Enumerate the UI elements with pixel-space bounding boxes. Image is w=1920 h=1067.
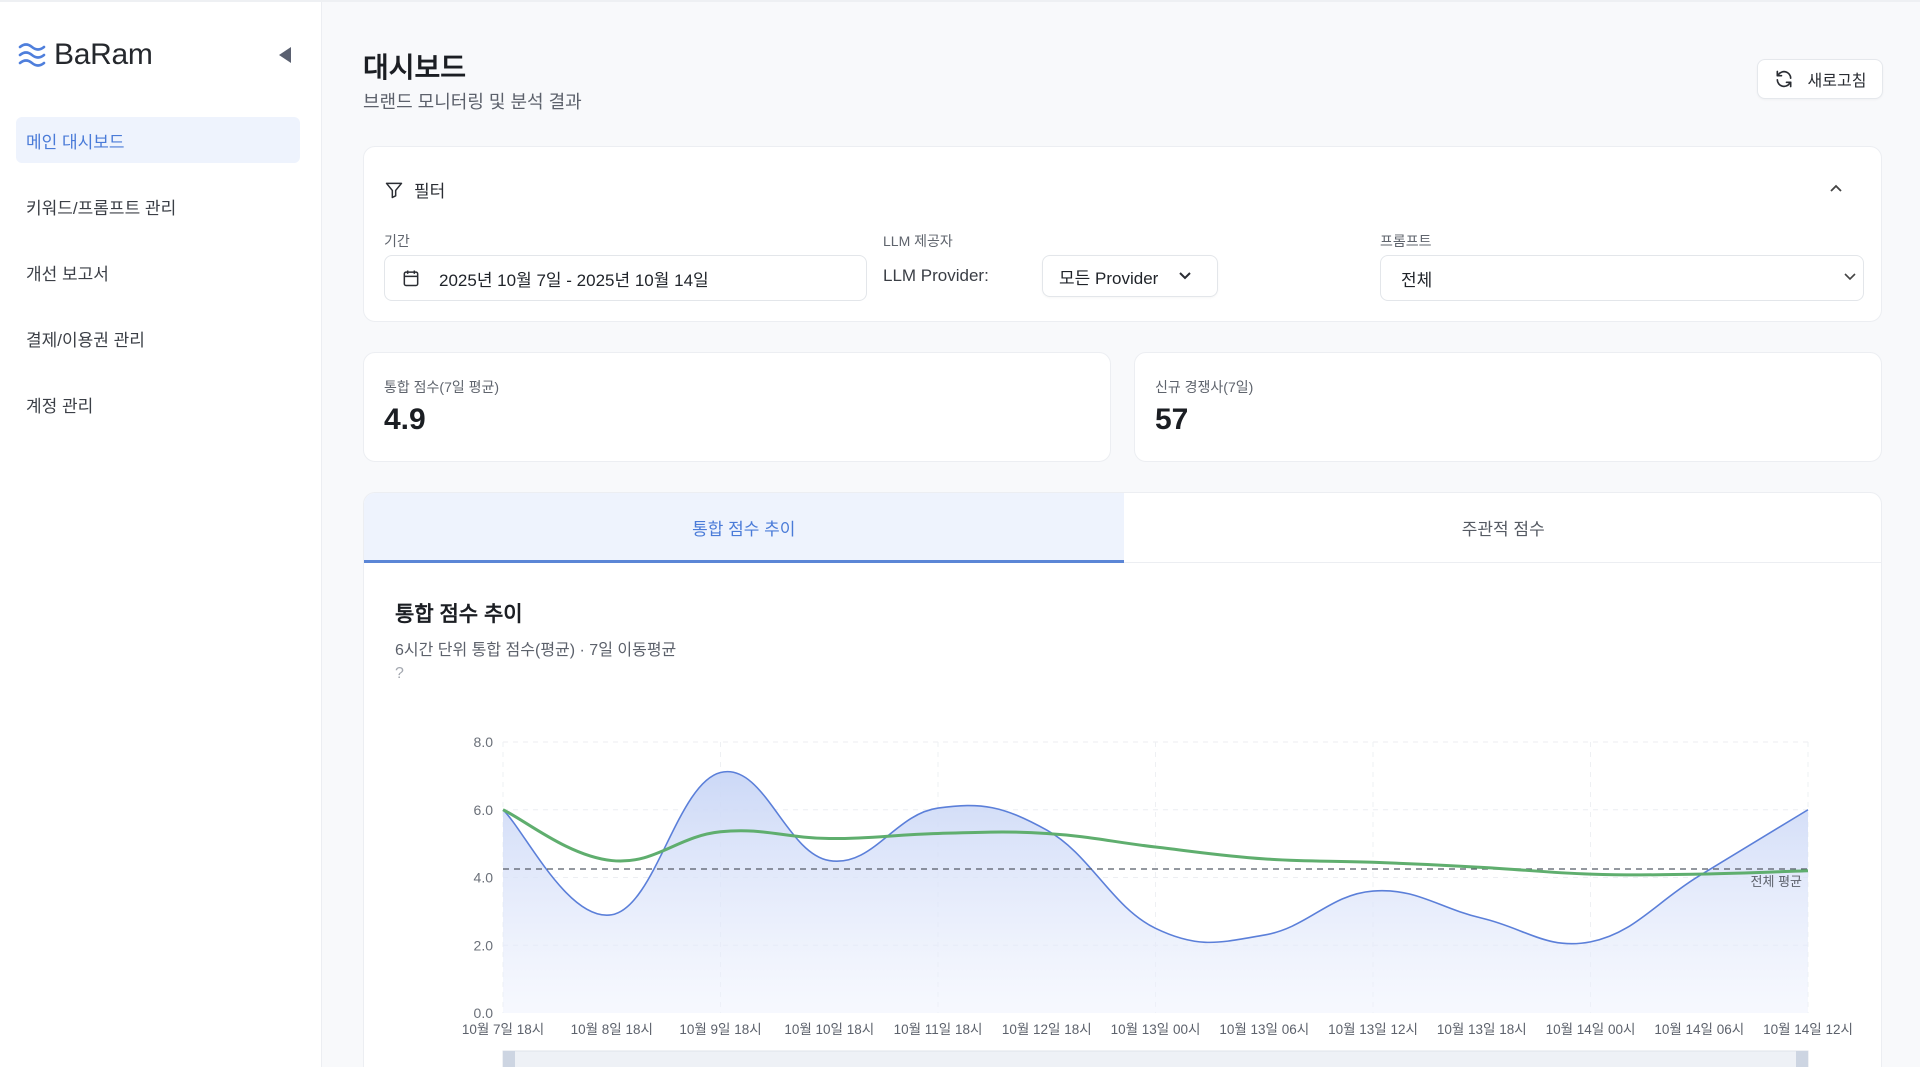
score-area [503, 771, 1808, 1013]
refresh-icon [1776, 70, 1792, 88]
llm-label: LLM 제공자 [883, 233, 953, 249]
chevron-down-icon [1179, 272, 1192, 280]
x-tick-label: 10월 13일 06시 [1219, 1022, 1309, 1037]
tab-label: 통합 점수 추이 [692, 520, 796, 539]
llm-provider-prefix: LLM Provider: [883, 266, 989, 285]
score-trend-chart[interactable]: 0.0 2.0 4.0 6.0 8.0 전체 평균 10월 7일 18시 10월 8일 18시… [364, 493, 1882, 1067]
chart-subtitle: 6시간 단위 통합 점수(평균) · 7일 이동평균 [395, 642, 677, 659]
score-line [502, 770, 1809, 945]
tab-total-score-trend[interactable]: 통합 점수 추이 [364, 493, 1124, 563]
slider-handle-right [1796, 1051, 1808, 1067]
date-range-picker[interactable]: 2025년 10월 7일 - 2025년 10월 14일 [384, 255, 867, 301]
sidebar-item-billing[interactable]: 결제/이용권 관리 [16, 315, 300, 361]
sidebar-item-account[interactable]: 계정 관리 [16, 381, 300, 427]
kpi-card-total-score: 통합 점수(7일 평균) 4.9 [363, 352, 1111, 462]
chart-tabs: 통합 점수 추이 주관적 점수 [364, 493, 1882, 563]
kpi-label: 신규 경쟁사(7일) [1155, 379, 1254, 395]
tab-label: 주관적 점수 [1461, 520, 1545, 539]
prompt-select[interactable]: 전체 [1380, 255, 1864, 301]
average-line-label: 전체 평균 [1751, 874, 1802, 889]
wave-logo-icon [18, 43, 46, 67]
chart-card: 통합 점수 추이 주관적 점수 통합 점수 추이 6시간 단위 통합 점수(평균… [363, 492, 1882, 1067]
prompt-label: 프롬프트 [1380, 233, 1432, 249]
logo[interactable]: BaRam [18, 38, 153, 72]
x-tick-label: 10월 14일 12시 [1763, 1022, 1853, 1037]
x-tick-label: 10월 11일 18시 [894, 1022, 983, 1037]
sidebar-item-label: 결제/이용권 관리 [26, 330, 145, 350]
kpi-value: 4.9 [384, 403, 426, 436]
tab-subjective-score[interactable]: 주관적 점수 [1124, 493, 1882, 562]
refresh-label: 새로고침 [1807, 73, 1867, 90]
sidebar: BaRam 메인 대시보드 키워드/프롬프트 관리 개선 보고서 결제/이용권 … [0, 2, 322, 1067]
y-tick-label: 0.0 [474, 1005, 494, 1021]
sidebar-item-reports[interactable]: 개선 보고서 [16, 249, 300, 295]
filter-header: 필터 [384, 177, 445, 202]
y-tick-label: 8.0 [474, 734, 494, 750]
llm-provider-value: 모든 Provider [1059, 268, 1159, 288]
x-tick-label: 10월 7일 18시 [462, 1022, 544, 1037]
refresh-button[interactable]: 새로고침 [1757, 59, 1883, 99]
y-tick-label: 4.0 [474, 870, 494, 886]
filter-title: 필터 [414, 182, 446, 201]
sidebar-item-label: 키워드/프롬프트 관리 [26, 198, 177, 218]
period-label: 기간 [384, 233, 410, 249]
kpi-value: 57 [1155, 403, 1189, 436]
kpi-card-new-competitors: 신규 경쟁사(7일) 57 [1134, 352, 1882, 462]
x-tick-label: 10월 12일 18시 [1002, 1022, 1092, 1037]
x-tick-label: 10월 8일 18시 [571, 1022, 653, 1037]
sidebar-nav: 메인 대시보드 키워드/프롬프트 관리 개선 보고서 결제/이용권 관리 계정 … [16, 117, 300, 447]
x-tick-label: 10월 13일 18시 [1437, 1022, 1527, 1037]
slider-handle-left [503, 1051, 515, 1067]
sidebar-item-main-dashboard[interactable]: 메인 대시보드 [16, 117, 300, 163]
page-subtitle: 브랜드 모니터링 및 분석 결과 [363, 92, 582, 112]
x-tick-label: 10월 9일 18시 [679, 1022, 761, 1037]
collapse-sidebar-button[interactable] [274, 44, 296, 66]
y-tick-label: 6.0 [474, 802, 494, 818]
x-tick-label: 10월 14일 00시 [1546, 1022, 1636, 1037]
moving-average-line [502, 808, 1809, 877]
chart-title: 통합 점수 추이 [395, 603, 523, 626]
x-tick-label: 10월 14일 06시 [1654, 1022, 1744, 1037]
calendar-icon [403, 270, 419, 287]
date-range-value: 2025년 10월 7일 - 2025년 10월 14일 [439, 270, 709, 290]
kpi-label: 통합 점수(7일 평균) [384, 379, 500, 395]
sidebar-item-label: 개선 보고서 [26, 264, 109, 284]
app-name: BaRam [54, 38, 153, 71]
triangle-left-icon [279, 47, 291, 63]
chevron-up-icon[interactable] [1827, 181, 1845, 195]
chevron-down-icon [1844, 273, 1856, 281]
prompt-value: 전체 [1401, 270, 1433, 290]
page-title: 대시보드 [363, 52, 467, 83]
y-tick-label: 2.0 [474, 937, 494, 953]
x-tick-label: 10월 10일 18시 [784, 1022, 874, 1037]
sidebar-item-keyword-prompt[interactable]: 키워드/프롬프트 관리 [16, 183, 300, 229]
data-zoom-slider [502, 1050, 1809, 1067]
filter-card: 필터 기간 2025년 10월 7일 - 2025년 10월 14일 LLM 제… [363, 146, 1882, 322]
main-content: 대시보드 브랜드 모니터링 및 분석 결과 새로고침 필터 기간 2025년 1… [322, 2, 1920, 1067]
llm-provider-select[interactable]: 모든 Provider [1042, 255, 1218, 297]
x-tick-label: 10월 13일 00시 [1111, 1022, 1201, 1037]
filter-icon [385, 182, 403, 198]
top-border [0, 0, 1920, 2]
x-tick-label: 10월 13일 12시 [1328, 1022, 1418, 1037]
help-icon[interactable]: ? [395, 665, 404, 682]
sidebar-item-label: 메인 대시보드 [26, 132, 125, 152]
sidebar-item-label: 계정 관리 [26, 396, 94, 416]
